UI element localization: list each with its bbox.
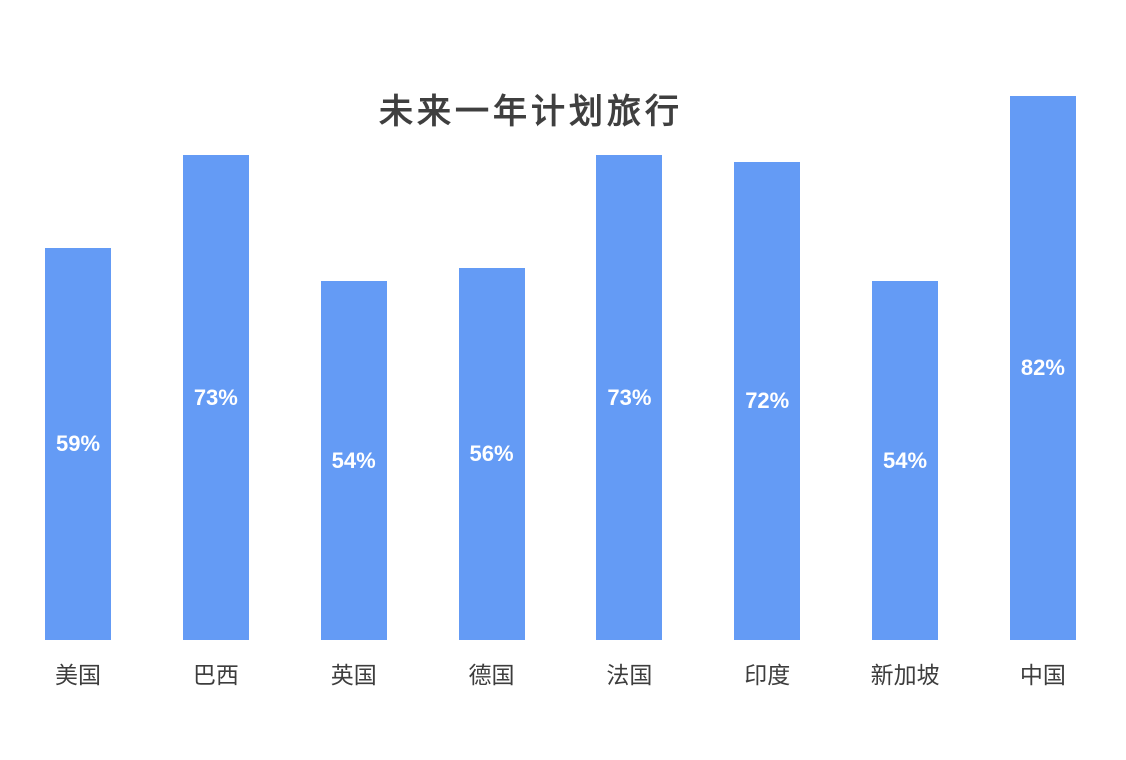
- category-label-china: 中国: [1019, 662, 1066, 688]
- bar-value-singapore: 54%: [883, 447, 928, 473]
- bar-group-china: 82% 中国: [1009, 96, 1076, 688]
- bar-value-france: 73%: [607, 384, 652, 410]
- bar-china: 82%: [1009, 96, 1076, 640]
- bar-group-germany: 56% 德国: [458, 268, 525, 688]
- bar-value-brazil: 73%: [193, 384, 238, 410]
- bar-value-usa: 59%: [55, 431, 101, 456]
- bar-group-india: 72% 印度: [734, 162, 801, 688]
- category-label-usa: 美国: [55, 662, 101, 688]
- category-label-uk: 英国: [330, 662, 377, 688]
- bar-india: 72%: [734, 162, 801, 640]
- bar-group-singapore: 54% 新加坡: [871, 281, 940, 688]
- plot-area: 59% 美国 73% 巴西 54% 英国 56% 德国 73%: [45, 0, 1076, 688]
- bar-value-germany: 56%: [469, 441, 514, 466]
- bar-germany: 56%: [458, 268, 525, 640]
- category-label-singapore: 新加坡: [870, 662, 940, 688]
- category-label-france: 法国: [606, 662, 653, 688]
- chart-title: 未来一年计划旅行: [379, 93, 683, 131]
- bar-value-uk: 54%: [331, 447, 376, 473]
- bar-brazil: 73%: [182, 155, 249, 640]
- bar-group-usa: 59% 美国: [45, 248, 111, 688]
- bar-uk: 54%: [320, 281, 387, 640]
- bar-value-china: 82%: [1020, 355, 1065, 380]
- bar-value-india: 72%: [745, 388, 790, 413]
- bar-france: 73%: [596, 155, 663, 640]
- category-label-brazil: 巴西: [192, 662, 239, 688]
- bar-group-brazil: 73% 巴西: [182, 155, 249, 688]
- category-label-germany: 德国: [468, 662, 515, 688]
- bar-singapore: 54%: [872, 281, 939, 640]
- bar-group-france: 73% 法国: [596, 155, 663, 688]
- category-label-india: 印度: [744, 662, 791, 688]
- bar-usa: 59%: [45, 248, 111, 640]
- bar-group-uk: 54% 英国: [320, 281, 387, 688]
